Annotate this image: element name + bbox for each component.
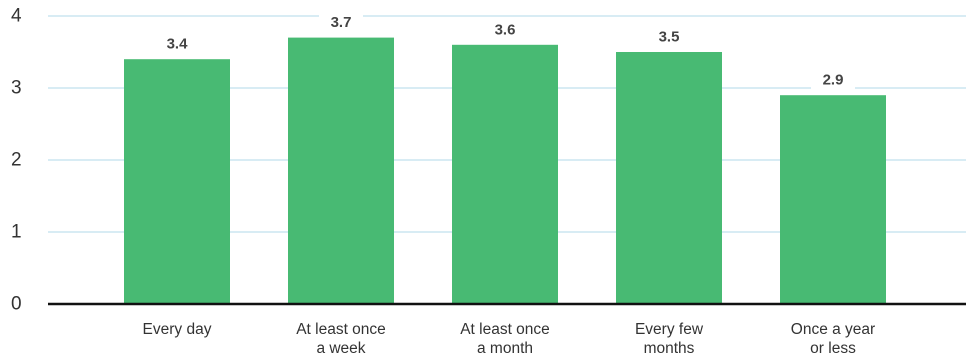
- bar: [452, 44, 558, 305]
- x-tick-label: Every day: [143, 321, 212, 338]
- x-tick-label: At least once a month: [460, 321, 550, 357]
- y-tick-label: 2: [11, 150, 22, 171]
- data-label-background: [647, 27, 691, 47]
- bar: [616, 52, 722, 304]
- y-tick-label: 3: [11, 78, 22, 99]
- data-label-background: [319, 12, 363, 33]
- data-label: 3.5: [659, 29, 680, 46]
- y-tick-label: 0: [11, 294, 22, 315]
- x-axis-ticks: Every day At least once a week At least onc…: [143, 321, 876, 357]
- data-labels: 3.4 3.7 3.6 3.5 2.9: [155, 12, 855, 91]
- y-tick-label: 1: [11, 222, 22, 243]
- y-axis-ticks: 0 1 2 3 4: [11, 6, 22, 315]
- bar: [780, 95, 886, 304]
- data-label: 3.6: [495, 21, 516, 38]
- x-tick-label: At least once a week: [296, 321, 386, 357]
- bars: [124, 37, 886, 305]
- data-label: 3.4: [167, 36, 189, 53]
- data-label-background: [483, 19, 527, 40]
- y-tick-label: 4: [11, 6, 22, 27]
- bar: [124, 59, 230, 305]
- data-label: 2.9: [823, 72, 844, 89]
- data-label-background: [811, 70, 855, 91]
- data-label: 3.7: [331, 14, 352, 31]
- x-tick-label: Every few months: [635, 321, 704, 357]
- x-tick-label: Once a year or less: [791, 321, 875, 357]
- bar: [288, 37, 394, 304]
- data-label-background: [155, 34, 199, 55]
